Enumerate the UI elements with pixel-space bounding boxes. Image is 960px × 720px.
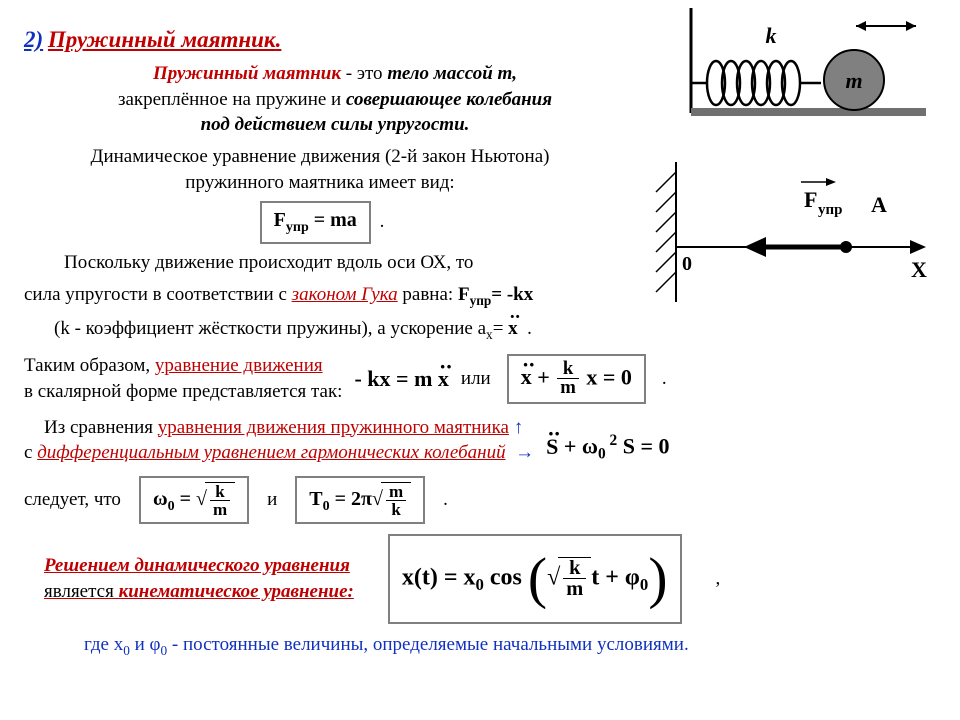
svg-text:m: m <box>845 68 862 93</box>
formula-omega0: ω0 = √km <box>139 476 249 524</box>
svg-text:X: X <box>911 257 927 282</box>
solution-row: Решением динамического уравнения являетс… <box>24 534 936 624</box>
svg-text:A: A <box>871 192 887 217</box>
formula-diff-eq: x + km x = 0 <box>507 354 646 404</box>
eq-motion-row: Таким образом, уравнение движения в скал… <box>24 353 936 404</box>
title-text: Пружинный маятник <box>48 27 276 52</box>
axis-diagram: F упр A 0 X <box>626 152 936 320</box>
k-note-row: (k - коэффициент жёсткости пружины), а у… <box>24 316 936 344</box>
formula-T0: T0 = 2π√mk <box>295 476 425 524</box>
svg-text:0: 0 <box>682 253 692 275</box>
harmonic-eq: S + ω0 2 S = 0 <box>546 431 669 466</box>
formula-fma: Fупр = ma <box>260 201 371 244</box>
formula-xt: x(t) = x0 cos (√kmt + φ0) <box>388 534 682 624</box>
svg-text:F: F <box>804 187 817 212</box>
svg-text:упр: упр <box>818 202 843 218</box>
omega-T-row: следует, что ω0 = √km и T0 = 2π√mk . <box>24 476 936 524</box>
compare-row: Из сравнения уравнения движения пружинно… <box>24 415 936 466</box>
title-number: 2) <box>24 27 43 52</box>
svg-text:k: k <box>766 23 777 48</box>
where-note: где x0 и φ0 - постоянные величины, опред… <box>24 632 936 660</box>
spring-mass-diagram: m k <box>656 8 936 136</box>
def-term: Пружинный маятник <box>153 63 341 84</box>
